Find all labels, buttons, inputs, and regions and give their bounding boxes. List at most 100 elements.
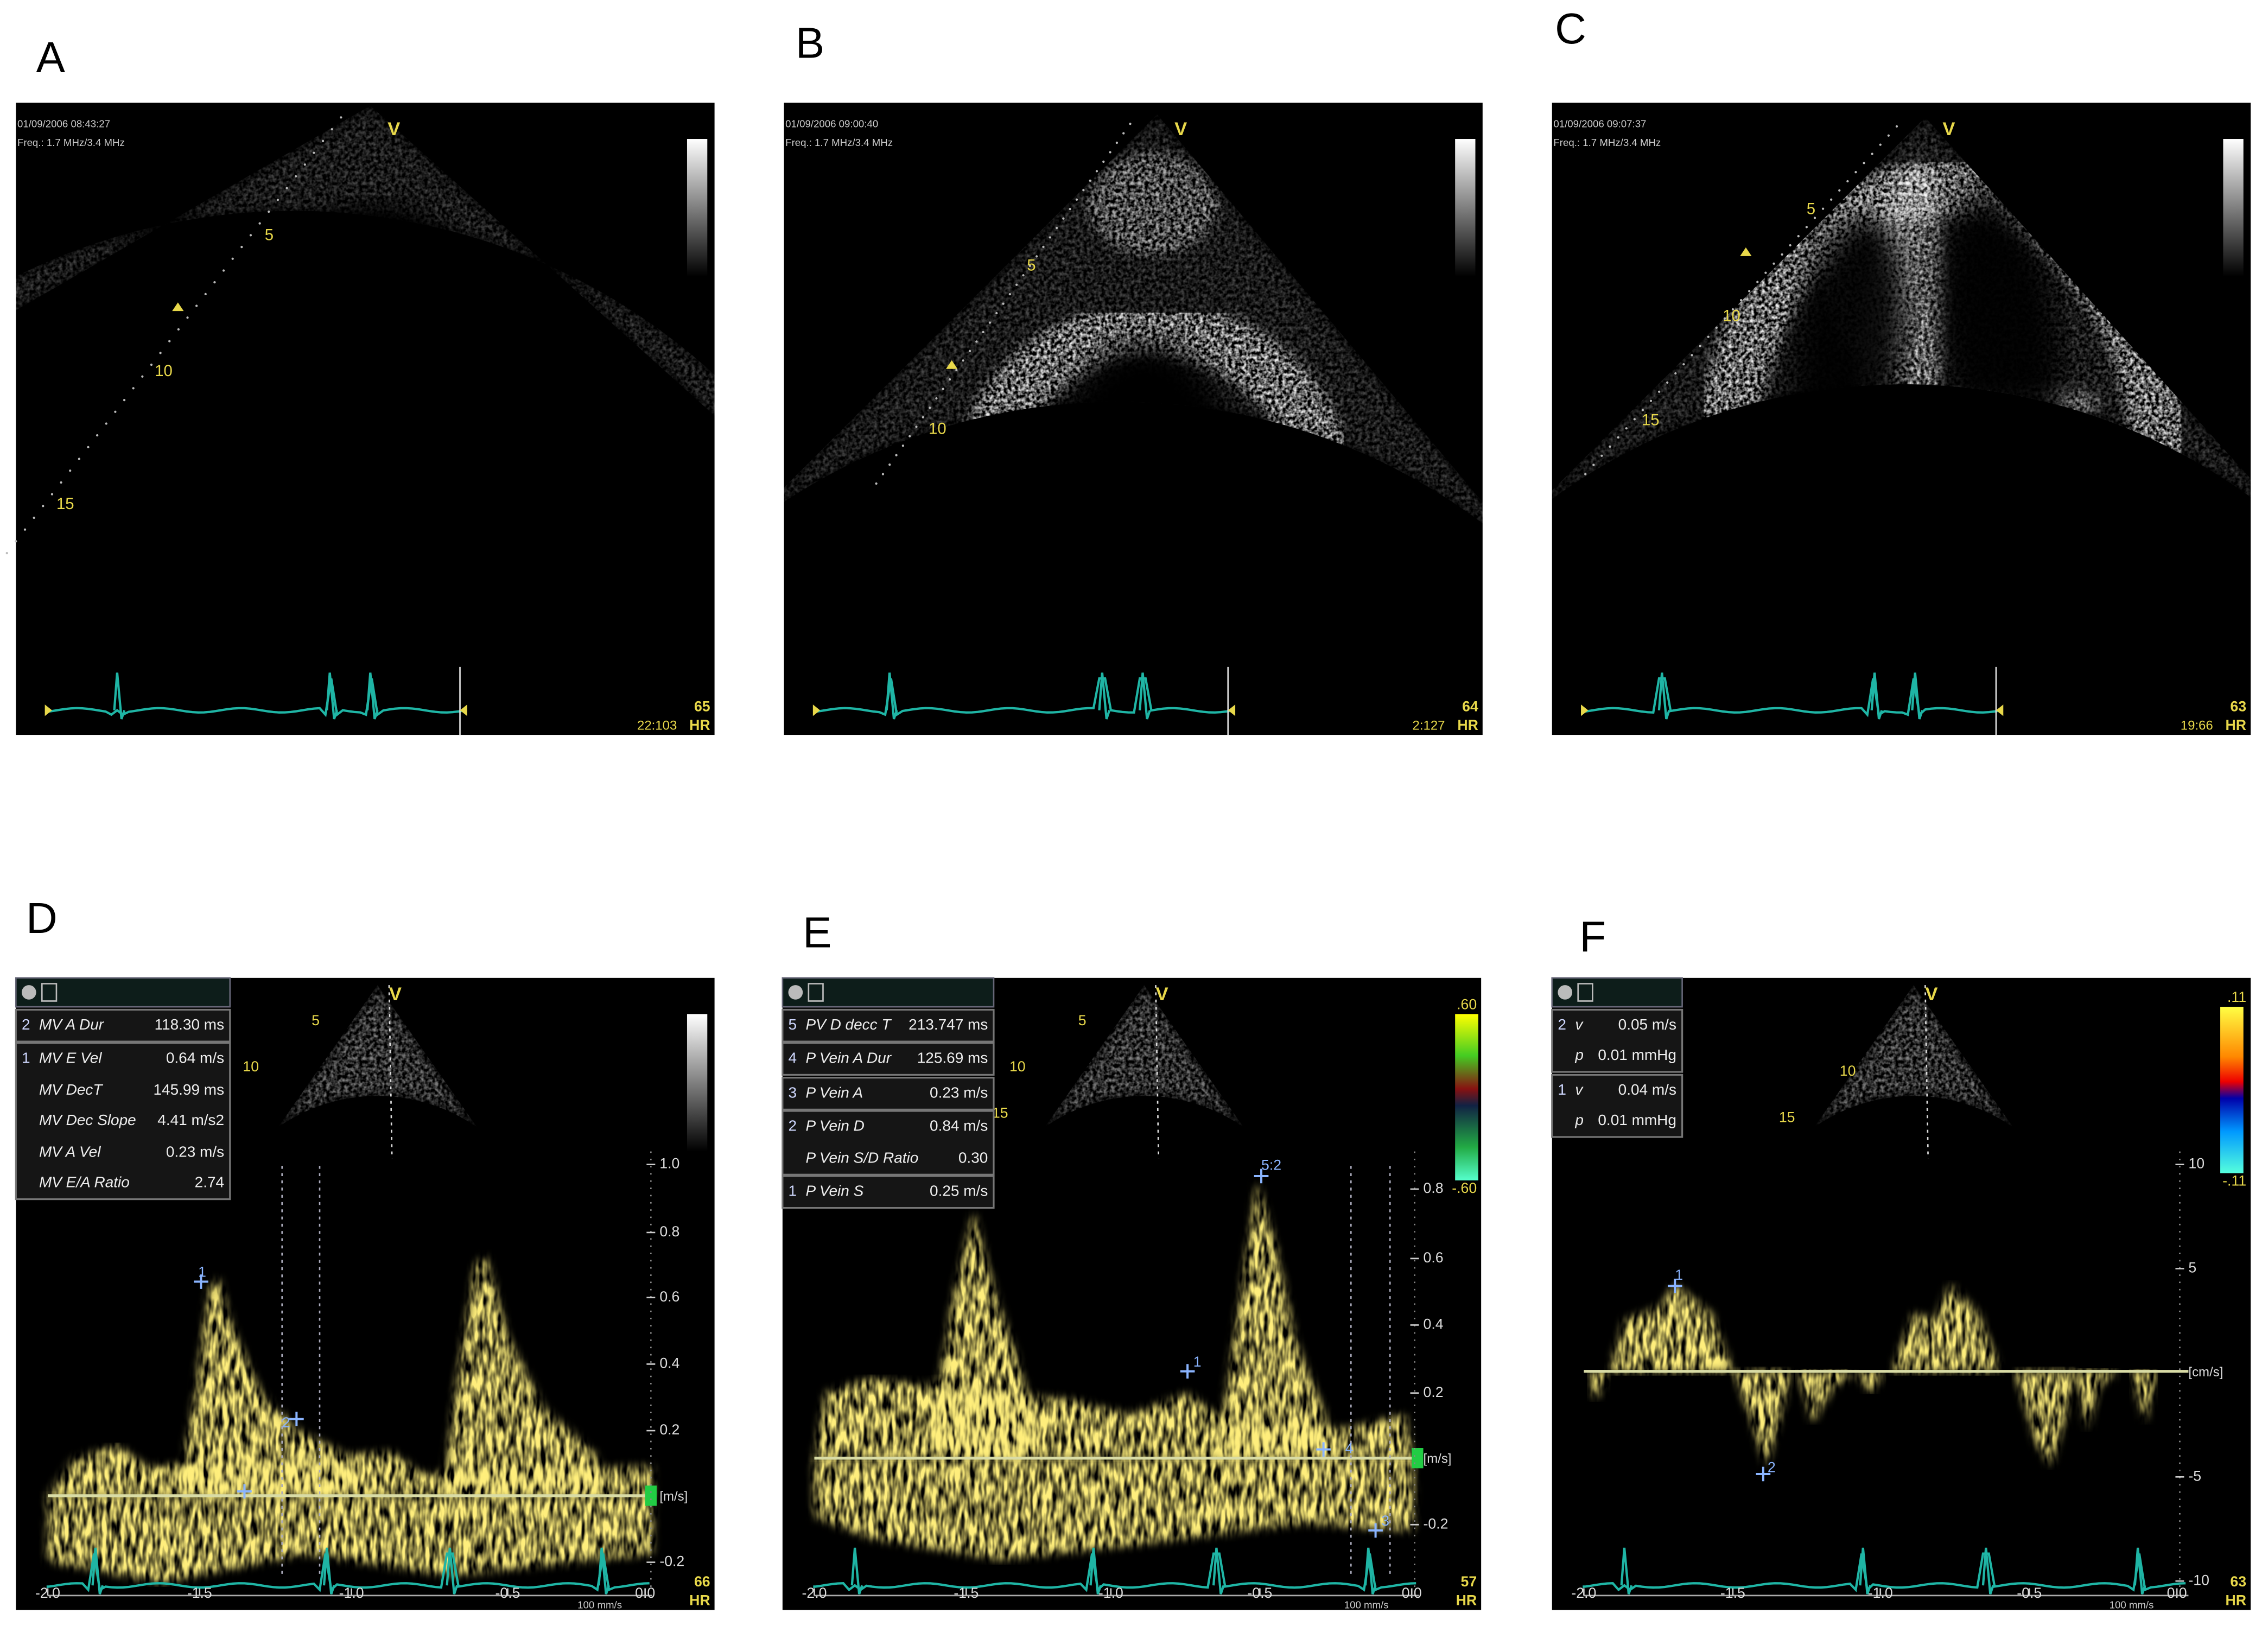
depth-dot [968, 350, 971, 352]
measurement-cross [1756, 1466, 1771, 1482]
x-tick-label: 0.0 [1402, 1585, 1422, 1601]
table-group [782, 1008, 995, 1043]
spectral-envelope [2015, 1371, 2076, 1465]
table-group [1551, 1008, 1683, 1073]
frequency: Freq.: 1.7 MHz/3.4 MHz [17, 137, 125, 148]
spectral-envelope [47, 1495, 652, 1583]
depth-dot [313, 151, 315, 154]
measurement-label: MV E/A Ratio [39, 1174, 130, 1191]
measurement-value: 0.84 m/s [930, 1117, 988, 1134]
depth-dot [42, 505, 45, 507]
measurement-value: 0.23 m/s [930, 1084, 988, 1101]
spectral-envelope [814, 1458, 1413, 1560]
measurement-value: 0.05 m/s [1618, 1016, 1676, 1033]
x-tick-label: 0.0 [2167, 1585, 2187, 1601]
thumbnail-depth-mark: 10 [1840, 1063, 1856, 1079]
depth-dot [1674, 372, 1677, 375]
y-tick-label: 5 [2188, 1260, 2196, 1276]
focus-marker [946, 360, 958, 369]
measurement-value: 4.41 m/s2 [157, 1111, 224, 1128]
x-tick-label: -1.0 [1868, 1585, 1893, 1601]
depth-mark: 15 [1642, 411, 1660, 429]
measurement-label: MV DecT [39, 1081, 103, 1098]
measurement-value: 0.01 mmHg [1598, 1111, 1676, 1128]
depth-dot [276, 199, 279, 201]
color-bar-min: -.60 [1452, 1180, 1477, 1196]
measurement-label: P Vein A [806, 1084, 863, 1101]
spectral-envelope [1856, 1371, 1885, 1393]
color-bar-max: .11 [2227, 989, 2246, 1005]
spectral-envelope [442, 1257, 609, 1496]
depth-dot [285, 187, 288, 189]
ecg-spike [322, 1547, 335, 1595]
depth-dot [1805, 226, 1808, 228]
ecg-spike [1139, 672, 1151, 720]
depth-dot [123, 398, 126, 402]
ecg-trace [1583, 1552, 2186, 1592]
sweep-speed: 100 mm/s [2110, 1599, 2154, 1610]
ecg-spike [1657, 672, 1670, 720]
depth-dot [1082, 189, 1085, 192]
depth-mark: 5 [265, 226, 274, 244]
spectral-envelope [927, 1212, 1043, 1458]
depth-dot [1699, 345, 1701, 347]
y-tick-label: 0.6 [1424, 1249, 1444, 1266]
depth-dot [901, 444, 905, 447]
depth-dot [1789, 244, 1791, 247]
cursor-line [1155, 985, 1160, 1159]
color-bar [1455, 1014, 1478, 1180]
ecg-spike [366, 672, 379, 720]
orientation-marker: V [1942, 119, 1955, 139]
depth-dot [331, 128, 333, 131]
measurement-index: 3 [789, 1084, 797, 1101]
depth-dot [168, 340, 171, 342]
measurement-label: P Vein S [806, 1183, 864, 1199]
doppler-panel: V 5 10 15 .60 -.60 5 PV D decc T 213.747 ms 4 P Ve… [782, 977, 1482, 1610]
depth-dot [1129, 123, 1132, 125]
ecg-spike [850, 1547, 863, 1595]
x-tick-label: -0.5 [1247, 1585, 1272, 1601]
depth-dot [96, 434, 99, 437]
ecg-spike [1364, 1547, 1377, 1595]
x-tick-label: -1.0 [339, 1585, 364, 1601]
depth-dot [15, 540, 17, 543]
measurement-label: v [1575, 1016, 1584, 1033]
spectral-envelope [2130, 1371, 2157, 1422]
depth-dot [995, 312, 998, 315]
depth-dot [1649, 399, 1653, 402]
table-header [15, 977, 231, 1008]
grayscale-bar [687, 139, 708, 277]
depth-dot [1109, 151, 1111, 154]
orientation-marker: V [1155, 984, 1168, 1005]
spectral-envelope [177, 1279, 371, 1496]
depth-dot [213, 281, 216, 284]
depth-dot [988, 321, 992, 324]
depth-dot [1584, 473, 1587, 475]
depth-dot [875, 482, 878, 485]
depth-dot [1715, 326, 1718, 329]
thumbnail-depth-mark: 5 [312, 1012, 320, 1028]
depth-dot [1756, 281, 1759, 283]
depth-dot [915, 425, 918, 428]
depth-dot [1055, 226, 1058, 230]
measurement-marker: 2 [1768, 1459, 1776, 1475]
table-group [15, 1008, 231, 1043]
depth-dot [258, 222, 261, 225]
table-group [15, 1042, 231, 1201]
depth-dot [60, 481, 62, 484]
measurement-marker: 1 [1675, 1267, 1683, 1283]
depth-dot [1821, 207, 1825, 210]
depth-dot [881, 473, 885, 475]
depth-dot [1781, 253, 1783, 256]
measurement-cross [1316, 1442, 1331, 1457]
depth-dot [1035, 255, 1038, 258]
depth-dot [249, 234, 252, 237]
frame-counter: 19:66 [2181, 718, 2213, 733]
panel-letter: A [36, 33, 66, 81]
depth-dot [1115, 141, 1119, 144]
depth-dot [1707, 335, 1710, 338]
focus-marker [1740, 247, 1752, 256]
depth-dot [1887, 134, 1890, 137]
